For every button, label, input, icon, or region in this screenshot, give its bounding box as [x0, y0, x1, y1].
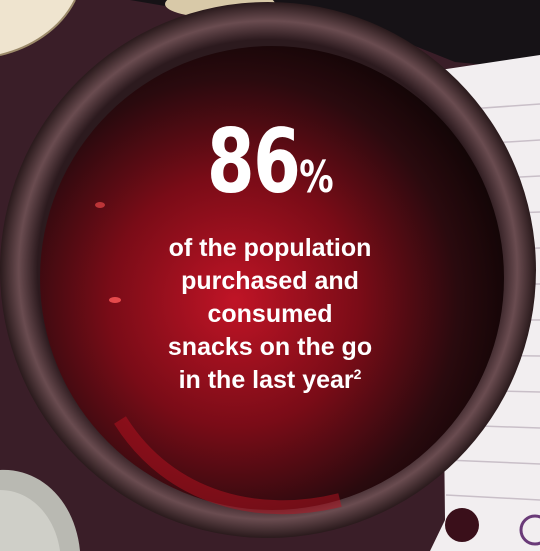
- caption-line: in the last year2: [178, 366, 362, 394]
- caption-line: of the population: [168, 234, 372, 262]
- statistic-caption: of the population purchased and consumed…: [115, 232, 425, 397]
- percent-sign: %: [299, 152, 334, 203]
- caption-line: purchased and: [181, 267, 359, 295]
- statistic: 86%: [0, 118, 540, 206]
- footnote-marker: 2: [353, 366, 362, 382]
- caption-line: consumed: [207, 300, 333, 328]
- statistic-value: 86%: [206, 110, 334, 213]
- caption-line: snacks on the go: [167, 333, 373, 361]
